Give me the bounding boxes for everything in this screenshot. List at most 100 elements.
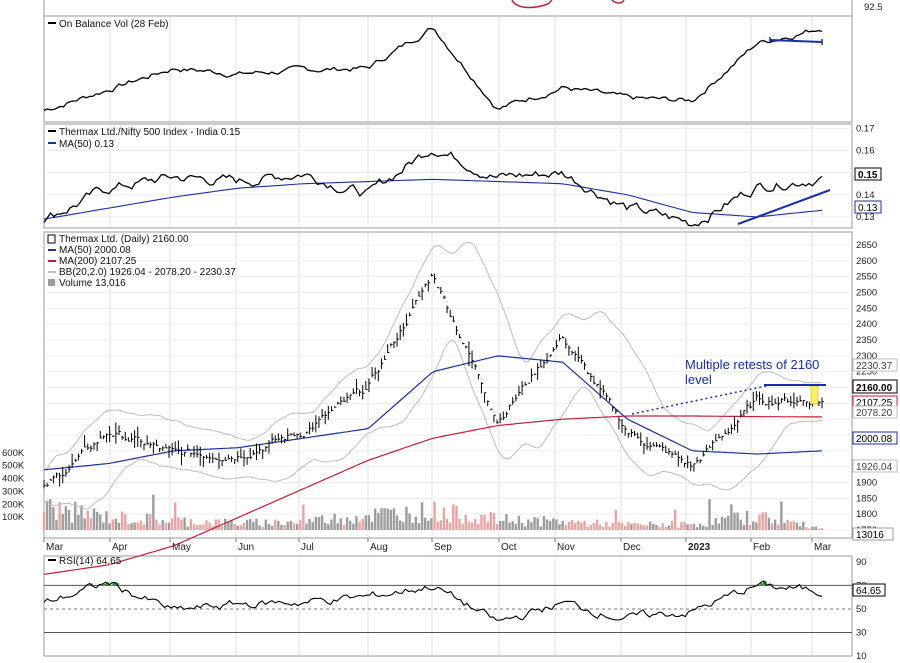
price-legend-ma200: MA(200) 2107.25 (59, 256, 137, 267)
volume-tick-label: 100K (2, 512, 25, 523)
volume-bar (683, 521, 686, 530)
ratio-trendline (737, 189, 831, 225)
price-tick-label: 1900 (856, 478, 877, 489)
volume-bar (580, 522, 583, 530)
price-badges: 2230.37 2160.00 2107.25 2078.20 2000.08 … (852, 358, 898, 541)
bb-upper-badge: 2230.37 (856, 361, 893, 372)
volume-bar (152, 494, 155, 530)
volume-bar (227, 521, 230, 530)
volume-tick-label: 400K (2, 474, 25, 485)
volume-bar (130, 523, 133, 530)
month-label: Mar (814, 542, 832, 553)
price-tick-label: 2650 (856, 240, 877, 251)
volume-bar (377, 513, 380, 530)
volume-bar (67, 509, 71, 530)
bb-lower-badge-box (852, 459, 898, 473)
rsi-badge-box (852, 583, 886, 597)
obv-legend: On Balance Vol (28 Feb) (59, 19, 169, 30)
volume-bar (108, 523, 111, 530)
volume-bar (405, 506, 408, 530)
month-label: Feb (753, 542, 771, 553)
ratio-series-line (43, 151, 823, 227)
volume-bar (820, 528, 824, 530)
volume-bar (120, 511, 124, 530)
volume-bar (545, 519, 549, 530)
volume-bar (427, 520, 430, 530)
volume-bar (286, 521, 289, 530)
volume-bar (805, 527, 808, 530)
volume-bar (352, 523, 355, 530)
volume-bar (608, 526, 611, 530)
rsi-overbought-fill (86, 580, 803, 586)
volume-bar (320, 515, 324, 530)
volume-bar (249, 518, 252, 530)
volume-bar (311, 522, 314, 530)
volume-bar (795, 522, 799, 530)
price-panel-frame (43, 231, 853, 539)
volume-bar (645, 525, 649, 530)
volume-bar (592, 523, 596, 530)
ratio-badge-ma-box (854, 200, 882, 214)
volume-tick-label: 600K (2, 448, 25, 459)
volume-bar (770, 523, 774, 530)
last-price-badge: 2160.00 (856, 383, 893, 394)
volume-bar (489, 512, 493, 530)
obv-grid (109, 17, 813, 121)
volume-badge-box (852, 527, 894, 541)
volume-bar (408, 513, 411, 530)
bollinger-upper-band (43, 241, 822, 471)
volume-bar (386, 508, 389, 530)
volume-bar (55, 519, 58, 530)
volume-bar (517, 515, 521, 530)
volume-bar (586, 526, 589, 530)
volume-bar (783, 522, 786, 530)
volume-bar (420, 502, 424, 530)
volume-tick-label: 300K (2, 486, 25, 497)
retest-dotted-trendline (631, 385, 767, 415)
volume-bar (633, 522, 636, 530)
volume-bar (702, 525, 705, 530)
volume-bar (620, 522, 624, 530)
volume-bar (283, 524, 286, 530)
rsi-tick-label: 30 (856, 627, 867, 638)
volume-bar (389, 509, 393, 530)
volume-bar (623, 525, 627, 530)
volume-bar (74, 501, 77, 530)
month-label: Dec (623, 542, 641, 553)
volume-bar (255, 518, 258, 530)
volume-bar (324, 522, 327, 530)
volume-bar (45, 500, 49, 530)
volume-bar (458, 518, 461, 530)
volume-bar (689, 524, 692, 530)
ratio-tick-label: 0.13 (856, 212, 875, 223)
rsi-tick-label: 50 (856, 604, 867, 615)
volume-bar (170, 518, 174, 530)
volume-bar (383, 508, 386, 530)
volume-bar (773, 519, 777, 530)
volume-bar (261, 526, 264, 530)
rsi-tick-label: 10 (856, 651, 867, 662)
volume-bar (230, 520, 233, 530)
price-tick-label: 1800 (856, 509, 877, 520)
volume-bar (567, 521, 571, 530)
rsi-axis-ticks: 9070503010 (856, 557, 867, 662)
volume-bar (661, 523, 664, 530)
month-label: May (172, 542, 191, 553)
volume-bar (495, 524, 499, 530)
volume-bar (502, 520, 505, 530)
volume-bar (199, 524, 202, 530)
volume-bar (136, 522, 139, 530)
rsi-tick-label: 90 (856, 557, 867, 568)
obv-panel-frame (43, 15, 853, 123)
volume-bar (639, 524, 642, 530)
volume-bar (267, 524, 271, 530)
volume-bar (439, 520, 443, 530)
volume-bar (798, 526, 802, 530)
volume-bar (764, 512, 767, 530)
volume-bar (80, 505, 83, 530)
volume-tick-label: 200K (2, 499, 25, 510)
volume-bar (680, 522, 683, 530)
volume-bar (339, 518, 343, 530)
volume-bar (214, 519, 218, 530)
